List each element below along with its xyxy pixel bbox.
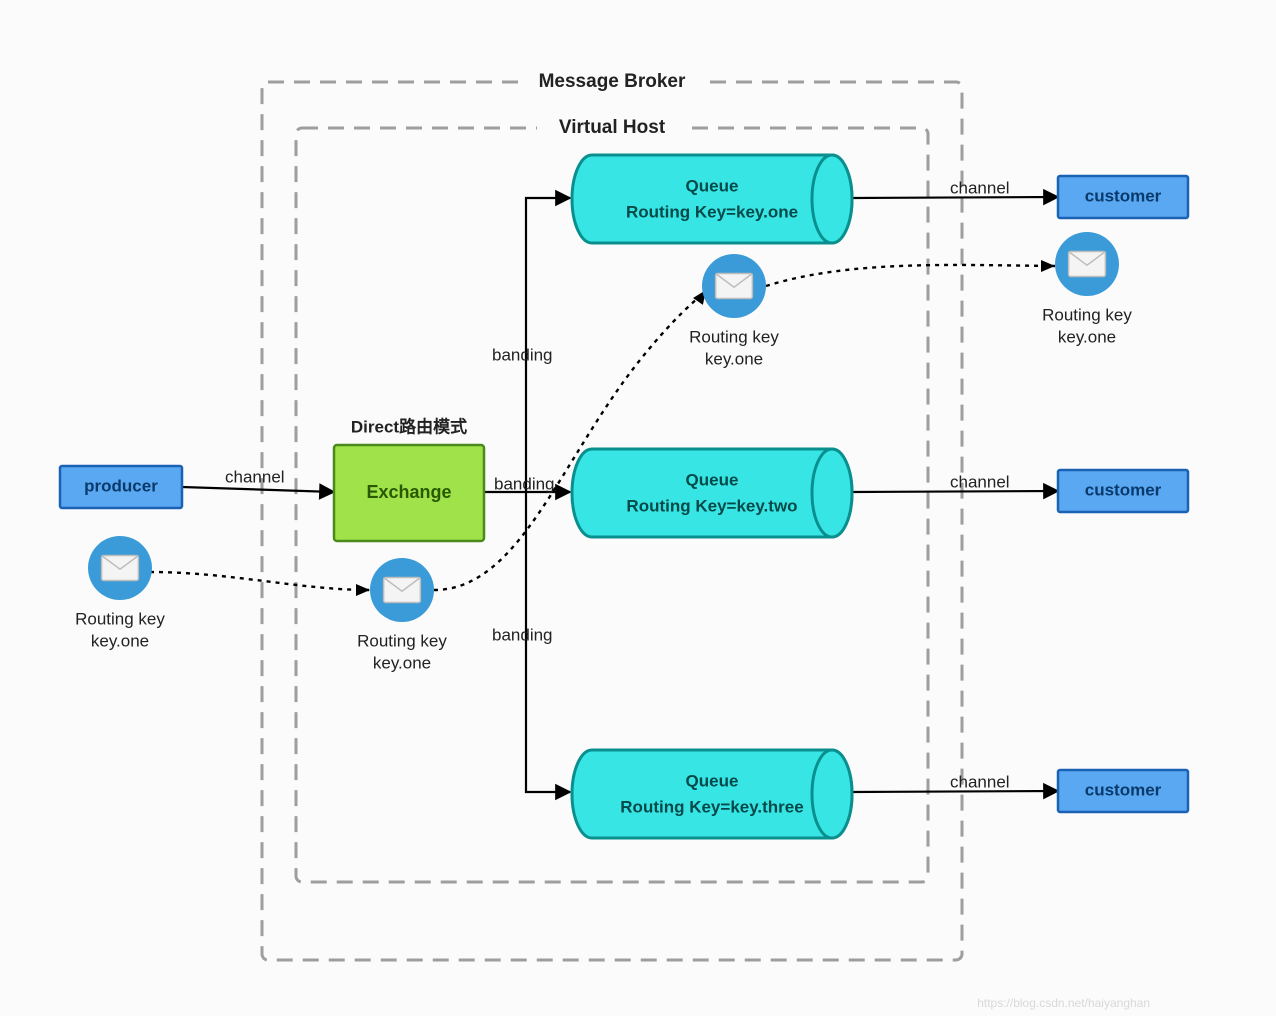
envelope-icon — [1055, 232, 1119, 296]
routing-key-value: key.one — [1058, 327, 1116, 346]
queue-routing-key: Routing Key=key.three — [620, 797, 803, 816]
queue-title: Queue — [686, 470, 739, 489]
edge-label: channel — [950, 472, 1010, 491]
envelope-icon — [370, 558, 434, 622]
watermark: https://blog.csdn.net/haiyanghan — [977, 996, 1150, 1010]
message-flow-curve — [434, 290, 706, 590]
message-flow-curve — [150, 572, 370, 590]
edge-label: channel — [225, 467, 285, 486]
exchange-label: Exchange — [366, 482, 451, 502]
routing-key-label: Routing key — [1042, 305, 1132, 324]
envelope-icon — [702, 254, 766, 318]
customer-label: customer — [1085, 186, 1162, 205]
queue-node: Queue Routing Key=key.three — [572, 750, 852, 838]
solid-edge — [182, 487, 334, 492]
envelope-icon — [88, 536, 152, 600]
banding-label: banding — [492, 345, 553, 364]
message-flow-curve — [766, 265, 1055, 286]
routing-key-value: key.one — [91, 631, 149, 650]
queue-node: Queue Routing Key=key.one — [572, 155, 852, 243]
queue-node: Queue Routing Key=key.two — [572, 449, 852, 537]
producer-label: producer — [84, 476, 158, 495]
queue-routing-key: Routing Key=key.one — [626, 202, 798, 221]
dotted-arrowhead — [1041, 260, 1055, 272]
routing-key-label: Routing key — [689, 327, 779, 346]
routing-key-value: key.one — [373, 653, 431, 672]
queue-routing-key: Routing Key=key.two — [626, 496, 797, 515]
edge-label: banding — [494, 474, 555, 493]
exchange-mode-title: Direct路由模式 — [351, 416, 467, 436]
routing-key-value: key.one — [705, 349, 763, 368]
queue-title: Queue — [686, 771, 739, 790]
diagram-canvas: Message Broker Virtual Host banding banding… — [0, 0, 1276, 1016]
routing-key-label: Routing key — [357, 631, 447, 650]
edge-label: channel — [950, 772, 1010, 791]
virtual-host-title: Virtual Host — [559, 117, 666, 138]
routing-key-label: Routing key — [75, 609, 165, 628]
banding-label: banding — [492, 625, 553, 644]
customer-label: customer — [1085, 780, 1162, 799]
dotted-arrowhead — [356, 584, 370, 596]
customer-label: customer — [1085, 480, 1162, 499]
edge-label: channel — [950, 178, 1010, 197]
message-broker-title: Message Broker — [539, 71, 686, 92]
queue-title: Queue — [686, 176, 739, 195]
